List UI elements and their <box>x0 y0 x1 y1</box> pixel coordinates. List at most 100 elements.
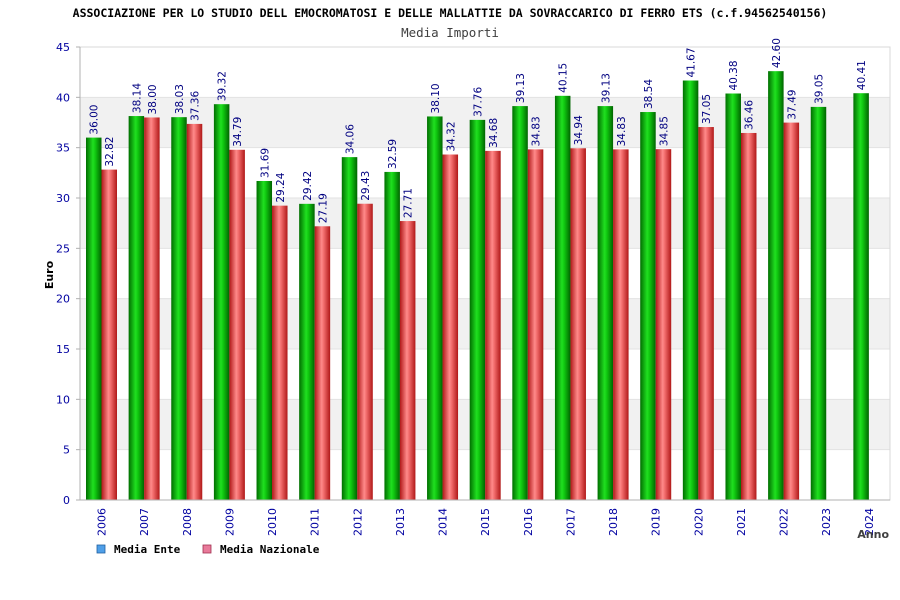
data-label-media-ente: 40.15 <box>558 63 570 93</box>
x-tick-label: 2013 <box>394 508 407 536</box>
data-label-media-nazionale: 34.79 <box>232 117 244 147</box>
bar-media-ente <box>128 116 145 500</box>
data-label-media-nazionale: 36.46 <box>744 100 756 130</box>
bar-media-nazionale <box>186 123 203 500</box>
data-label-media-ente: 39.05 <box>813 74 825 104</box>
x-tick-label: 2019 <box>650 508 663 536</box>
data-label-media-nazionale: 34.94 <box>573 115 585 145</box>
x-tick-label: 2021 <box>735 508 748 536</box>
data-label-media-nazionale: 34.83 <box>531 116 543 146</box>
data-label-media-nazionale: 29.24 <box>275 172 287 202</box>
bar-media-nazionale <box>655 149 672 500</box>
bar-media-nazionale <box>783 122 800 500</box>
data-label-media-ente: 31.69 <box>259 148 271 178</box>
y-tick-label: 0 <box>63 494 70 507</box>
bar-media-ente <box>853 93 869 501</box>
chart-title: ASSOCIAZIONE PER LO STUDIO DELL EMOCROMA… <box>73 6 828 20</box>
bar-media-ente <box>384 171 400 500</box>
x-tick-label: 2012 <box>351 508 364 536</box>
x-tick-label: 2018 <box>607 508 620 536</box>
bar-media-ente <box>171 117 187 500</box>
x-tick-label: 2016 <box>522 508 535 536</box>
x-tick-label: 2008 <box>181 508 194 536</box>
bar-media-nazionale <box>314 226 331 500</box>
y-tick-label: 30 <box>56 192 70 205</box>
bar-media-nazionale <box>698 127 714 500</box>
x-axis: 2006 2007 2008 2009 2010 2011 2012 2013 2014 2015… <box>80 499 890 536</box>
data-label-media-nazionale: 32.82 <box>104 137 116 167</box>
x-tick-label: 2022 <box>778 508 791 536</box>
bar-media-nazionale <box>570 148 586 500</box>
bar-media-nazionale <box>740 132 757 500</box>
x-tick-label: 2006 <box>96 508 109 536</box>
data-label-media-nazionale: 27.19 <box>317 193 329 223</box>
legend-swatch-media-nazionale <box>202 544 212 554</box>
y-tick-label: 5 <box>63 444 70 457</box>
x-tick-label: 2017 <box>564 508 577 536</box>
x-tick-label: 2015 <box>479 508 492 536</box>
data-label-media-nazionale: 34.32 <box>445 121 457 151</box>
y-tick-label: 10 <box>56 393 70 406</box>
bar-media-nazionale <box>613 149 629 501</box>
data-label-media-ente: 29.42 <box>302 171 314 201</box>
y-tick-label: 20 <box>56 293 70 306</box>
bar-media-nazionale <box>357 203 373 500</box>
data-label-media-ente: 34.06 <box>345 124 357 154</box>
x-tick-label: 2009 <box>223 508 236 536</box>
data-label-media-ente: 42.60 <box>771 38 783 68</box>
y-tick-label: 40 <box>56 91 70 104</box>
legend: Media Ente Media Nazionale <box>96 543 320 556</box>
bar-media-nazionale <box>101 169 117 500</box>
bar-media-ente <box>554 95 571 500</box>
chart-subtitle: Media Importi <box>401 25 499 40</box>
y-tick-label: 15 <box>56 343 70 356</box>
data-label-media-ente: 38.10 <box>430 83 442 113</box>
bar-media-nazionale <box>442 154 459 500</box>
bar-media-ente <box>640 112 656 500</box>
x-tick-label: 2020 <box>692 508 705 536</box>
bar-media-ente <box>213 104 230 501</box>
x-tick-label: 2010 <box>266 508 279 536</box>
data-label-media-ente: 32.59 <box>387 139 399 169</box>
data-label-media-ente: 38.14 <box>131 83 143 113</box>
y-tick-label: 25 <box>56 242 70 255</box>
bar-media-ente <box>299 203 315 500</box>
bar-media-nazionale <box>399 221 416 500</box>
data-label-media-nazionale: 34.83 <box>616 116 628 146</box>
bar-media-ente <box>682 80 699 500</box>
legend-label-media-nazionale: Media Nazionale <box>220 543 320 556</box>
data-label-media-ente: 38.54 <box>643 79 655 109</box>
x-tick-label: 2014 <box>437 508 450 536</box>
data-label-media-nazionale: 37.49 <box>786 90 798 120</box>
data-label-media-ente: 39.13 <box>600 73 612 103</box>
x-tick-label: 2007 <box>138 508 151 536</box>
bar-media-ente <box>512 106 528 500</box>
bar-media-nazionale <box>485 150 501 500</box>
x-tick-label: 2023 <box>820 508 833 536</box>
x-tick-label: 2011 <box>309 508 322 536</box>
data-label-media-nazionale: 37.05 <box>701 94 713 124</box>
legend-item-media-ente[interactable]: Media Ente <box>96 543 181 556</box>
bar-media-ente <box>341 157 358 500</box>
bar-media-ente <box>469 119 486 501</box>
bar-media-ente <box>725 93 741 501</box>
bar-media-nazionale <box>229 149 245 500</box>
legend-item-media-nazionale[interactable]: Media Nazionale <box>202 543 320 556</box>
bar-media-ente <box>86 137 102 500</box>
legend-swatch-media-ente <box>96 544 106 554</box>
data-label-media-nazionale: 27.71 <box>403 188 415 218</box>
y-tick-label: 35 <box>56 142 70 155</box>
y-axis-label: Euro <box>43 260 56 289</box>
data-label-media-ente: 39.13 <box>515 73 527 103</box>
y-tick-label: 45 <box>56 41 70 54</box>
legend-label-media-ente: Media Ente <box>114 543 181 556</box>
data-label-media-ente: 40.38 <box>728 60 740 90</box>
x-axis-label: Anno <box>857 528 889 541</box>
bar-media-ente <box>597 106 614 500</box>
data-label-media-nazionale: 29.43 <box>360 171 372 201</box>
data-label-media-ente: 39.32 <box>217 71 229 101</box>
bar-media-nazionale <box>527 149 544 501</box>
bar-media-ente <box>810 106 827 500</box>
